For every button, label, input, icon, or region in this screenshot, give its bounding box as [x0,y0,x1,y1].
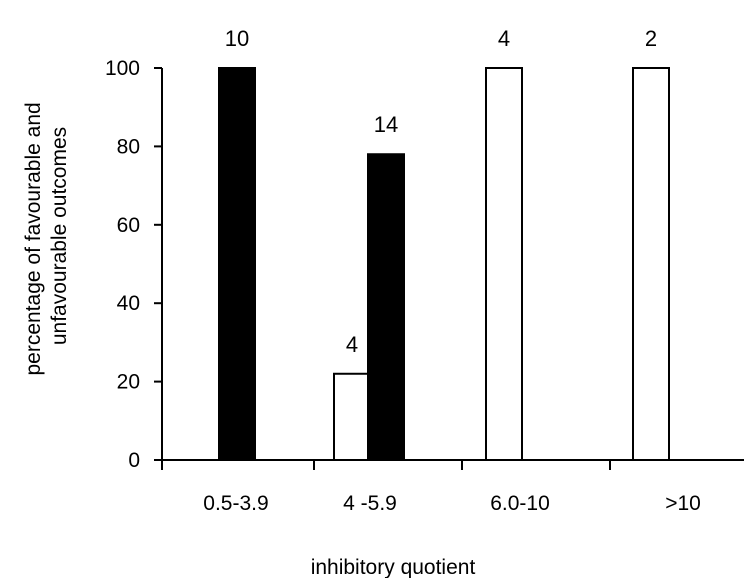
y-tick-label: 60 [117,214,140,237]
bar-black [367,153,405,462]
y-axis-title-line-2: unfavourable outcomes [48,127,71,345]
y-tick-label: 40 [117,292,140,315]
bar-count-label: 10 [225,26,249,51]
x-tick-label: >10 [665,492,701,515]
bar-count-label: 4 [498,26,510,51]
bar-white [632,67,670,461]
y-tick-label: 20 [117,371,140,394]
y-axis-title: percentage of favourable and unfavourabl… [22,96,71,375]
y-tick-label: 100 [105,57,140,80]
bar-count-label: 2 [645,26,657,51]
bar-white [333,372,371,462]
x-tick-label: 4 -5.9 [343,492,397,515]
y-axis-title-line-1: percentage of favourable and [22,102,45,375]
y-tick-label: 0 [128,449,140,472]
x-tick-label: 6.0-10 [490,492,550,515]
x-tick-label: 0.5-3.9 [203,492,268,515]
y-tick-label: 80 [117,135,140,158]
x-axis-title: inhibitory quotient [311,556,476,578]
bar-count-label: 4 [346,332,358,357]
bar-black [218,67,256,461]
bar-count-label: 14 [374,112,398,137]
plot-area: 0 20 40 60 80 100 0.5-3.9 4 -5.9 6.0-10 >10 4 4 2 10 1… [105,26,744,515]
bar-white [485,67,523,461]
